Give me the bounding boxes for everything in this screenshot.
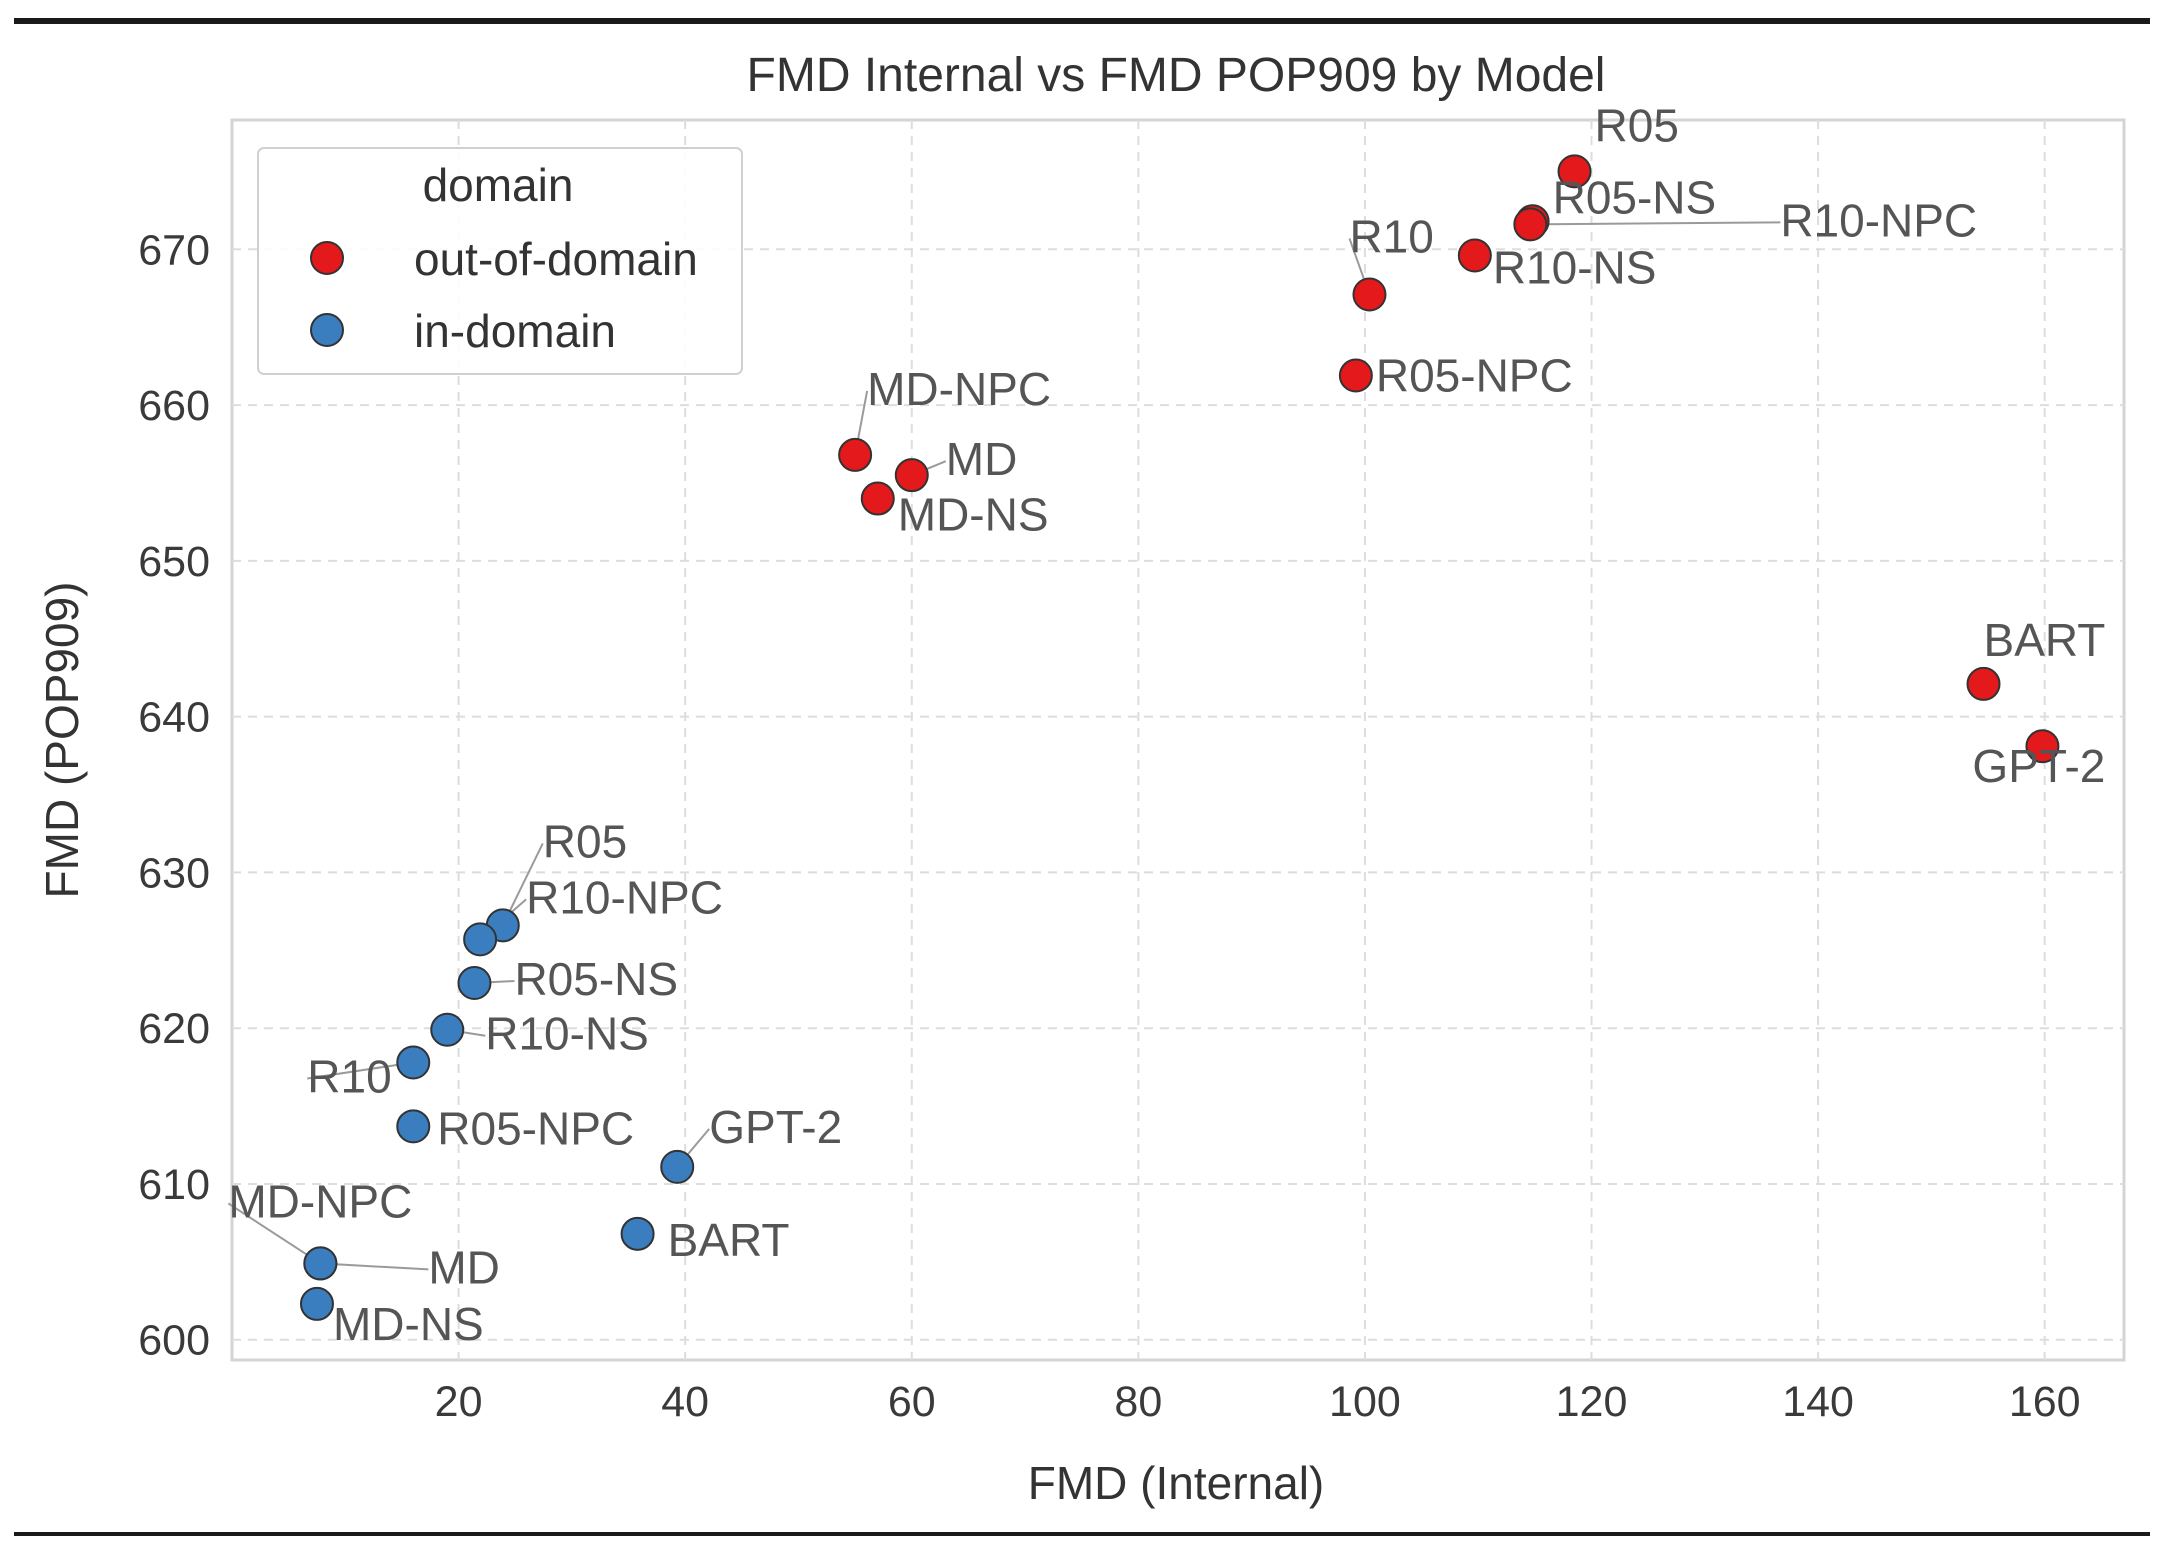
point-label-out-of-domain-r05-ns: R05-NS [1553,171,1717,223]
point-labels: R05 R05-NS R10-NPC R10-NS R10 R05-NPC MD-NPC MD… [228,99,2105,1350]
point-out-of-domain-md-npc [838,437,873,472]
point-label-in-domain-r10-npc: R10-NPC [526,871,723,923]
point-out-of-domain-bart [1966,666,2001,701]
grid-lines [232,120,2124,1360]
y-tick-label: 670 [138,226,210,274]
point-label-in-domain-md: MD [428,1241,500,1293]
bottom-rule [14,1532,2150,1536]
top-rule [14,18,2150,24]
point-label-in-domain-md-npc: MD-NPC [228,1175,412,1227]
legend-marker-out-of-domain [310,241,344,275]
x-tick-label: 120 [1556,1378,1628,1426]
point-in-domain-r10-npc [463,922,498,957]
x-tick-label: 40 [661,1378,709,1426]
point-label-in-domain-r10: R10 [307,1050,391,1102]
x-tick-label: 160 [2009,1378,2081,1426]
point-label-out-of-domain-r10: R10 [1349,210,1433,262]
x-axis-ticks: 20 40 60 80 100 120 140 160 [435,1378,2081,1426]
point-out-of-domain-r10-npc [1513,207,1548,242]
legend-marker-in-domain [310,313,344,347]
point-label-out-of-domain-bart: BART [1984,614,2106,666]
point-in-domain-r10-ns [430,1012,465,1047]
chart-title: FMD Internal vs FMD POP909 by Model [747,49,1606,102]
data-points [299,154,2060,1321]
y-tick-label: 600 [138,1317,210,1365]
point-in-domain-r05-ns [457,966,492,1001]
y-tick-label: 650 [138,538,210,586]
point-label-in-domain-r05-ns: R05-NS [514,953,678,1005]
y-tick-label: 610 [138,1161,210,1209]
legend-label-out-of-domain: out-of-domain [414,233,698,285]
y-tick-label: 620 [138,1005,210,1053]
point-in-domain-md-ns [299,1286,334,1321]
point-out-of-domain-r10 [1352,277,1387,312]
x-tick-label: 60 [888,1378,936,1426]
point-label-in-domain-bart: BART [668,1214,790,1266]
leader-line-md-npc [227,1202,321,1265]
y-tick-label: 630 [138,849,210,897]
point-out-of-domain-md [894,458,929,493]
point-out-of-domain-r05 [1557,154,1592,189]
point-in-domain-gpt-2 [660,1149,695,1184]
point-label-out-of-domain-gpt-2: GPT-2 [1972,740,2105,792]
x-tick-label: 20 [435,1378,483,1426]
point-label-in-domain-r05-npc: R05-NPC [437,1102,634,1154]
point-label-out-of-domain-r10-ns: R10-NS [1493,242,1657,294]
legend: domain out-of-domain in-domain [257,147,743,375]
point-out-of-domain-md-ns [860,481,895,516]
leader-line-r10 [307,1061,414,1080]
point-in-domain-bart [620,1216,655,1251]
legend-label-in-domain: in-domain [414,305,616,357]
point-label-out-of-domain-md: MD [946,433,1018,485]
point-label-out-of-domain-md-npc: MD-NPC [867,363,1051,415]
point-in-domain-r10 [396,1045,431,1080]
y-tick-label: 660 [138,382,210,430]
x-tick-label: 140 [1782,1378,1854,1426]
point-label-out-of-domain-md-ns: MD-NS [898,489,1049,541]
leader-line-r10-npc [1530,221,1781,226]
legend-box [257,147,743,375]
x-axis-label: FMD (Internal) [1028,1457,1324,1509]
y-tick-label: 640 [138,694,210,742]
point-label-in-domain-r05: R05 [543,815,627,867]
point-in-domain-md [303,1246,338,1281]
point-label-out-of-domain-r05-npc: R05-NPC [1376,349,1573,401]
point-label-in-domain-md-ns: MD-NS [333,1298,484,1350]
y-axis-ticks: 600 610 620 630 640 650 660 670 [138,226,210,1364]
legend-title: domain [423,159,574,211]
leader-line-md [320,1262,429,1271]
x-tick-label: 100 [1329,1378,1401,1426]
point-in-domain-r05-npc [396,1109,431,1144]
point-out-of-domain-r05-npc [1338,358,1373,393]
y-axis-label: FMD (POP909) [36,582,88,899]
point-label-in-domain-r10-ns: R10-NS [485,1008,649,1060]
point-label-out-of-domain-r10-npc: R10-NPC [1780,194,1977,246]
point-out-of-domain-r10-ns [1457,238,1492,273]
point-out-of-domain-gpt-2 [2025,729,2060,764]
point-label-out-of-domain-r05: R05 [1595,99,1679,151]
point-label-in-domain-gpt-2: GPT-2 [709,1101,842,1153]
x-tick-label: 80 [1114,1378,1162,1426]
